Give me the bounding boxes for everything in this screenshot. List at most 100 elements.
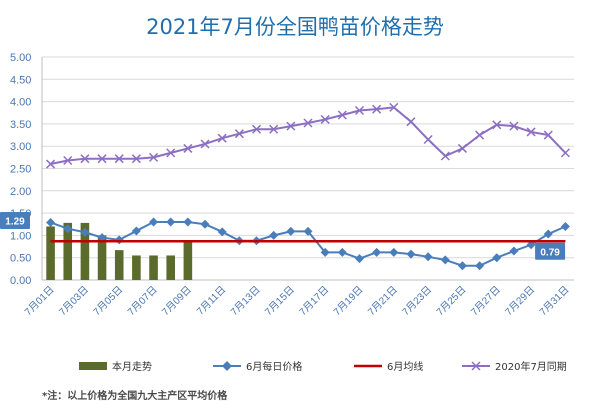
data-point-x bbox=[509, 121, 519, 131]
data-point-diamond bbox=[492, 253, 502, 263]
bar bbox=[149, 255, 158, 280]
y-tick-label: 4.00 bbox=[10, 97, 31, 109]
data-point-x bbox=[114, 154, 124, 164]
data-label: 1.29 bbox=[5, 216, 25, 227]
callouts: 1.29 0.79 bbox=[0, 211, 566, 260]
data-point-x bbox=[97, 154, 107, 164]
y-tick-label: 5.00 bbox=[10, 52, 31, 64]
bar bbox=[183, 242, 193, 280]
legend-swatch-bar bbox=[79, 362, 107, 370]
line-series bbox=[46, 102, 570, 271]
chart-title: 2021年7月份全国鸭苗价格走势 bbox=[146, 15, 444, 39]
bar bbox=[97, 235, 107, 280]
y-tick-label: 0.00 bbox=[10, 275, 31, 287]
y-tick-label: 3.50 bbox=[10, 119, 31, 131]
data-point-x bbox=[63, 155, 73, 166]
data-point-x bbox=[475, 130, 485, 140]
data-point-diamond bbox=[389, 247, 399, 257]
data-point-x bbox=[320, 114, 330, 124]
bar bbox=[63, 222, 73, 280]
data-point-x bbox=[440, 151, 450, 161]
data-point-x bbox=[303, 118, 313, 128]
legend-label-june-avg: 6月均线 bbox=[387, 360, 423, 373]
data-point-x bbox=[560, 148, 570, 158]
data-point-diamond bbox=[423, 252, 433, 262]
legend-label-2020: 2020年7月同期 bbox=[495, 360, 567, 373]
data-point-x bbox=[234, 129, 244, 139]
data-point-diamond bbox=[183, 217, 193, 227]
bar-series bbox=[46, 222, 193, 280]
data-point-x bbox=[131, 154, 141, 164]
data-point-diamond bbox=[114, 235, 124, 245]
footnote: *注：以上价格为全国九大主产区平均价格 bbox=[42, 389, 228, 402]
data-point-x bbox=[166, 148, 176, 158]
data-point-diamond bbox=[354, 254, 364, 264]
x-tick-label: 7月05日 bbox=[91, 284, 125, 318]
x-tick-label: 7月21日 bbox=[366, 284, 400, 318]
x-tick-label: 7月15日 bbox=[263, 284, 297, 318]
y-tick-label: 0.50 bbox=[10, 253, 31, 265]
x-tick-label: 7月07日 bbox=[125, 284, 159, 318]
bar bbox=[114, 250, 124, 280]
legend-label-bar: 本月走势 bbox=[112, 360, 152, 373]
data-label: 0.79 bbox=[540, 247, 560, 258]
data-point-diamond bbox=[560, 221, 570, 231]
data-point-x bbox=[269, 124, 279, 134]
x-tick-label: 7月19日 bbox=[331, 284, 365, 318]
data-point-diamond bbox=[80, 227, 90, 237]
x-tick-label: 7月01日 bbox=[22, 284, 56, 318]
bar bbox=[166, 255, 175, 280]
legend-marker-2020 bbox=[471, 361, 481, 371]
legend: 本月走势 6月每日价格 6月均线 2020年7月同期 bbox=[79, 360, 567, 373]
data-point-diamond bbox=[131, 226, 141, 236]
data-label-box bbox=[0, 211, 30, 229]
data-point-x bbox=[217, 133, 227, 143]
data-point-x bbox=[406, 117, 416, 127]
data-point-x bbox=[389, 102, 399, 112]
grid bbox=[41, 56, 574, 281]
x-tick-label: 7月31日 bbox=[537, 284, 571, 318]
x-tick-label: 7月29日 bbox=[503, 284, 537, 318]
data-point-diamond bbox=[149, 217, 159, 227]
data-point-x bbox=[526, 127, 536, 137]
data-point-x bbox=[492, 120, 502, 130]
data-point-diamond bbox=[63, 224, 73, 234]
x-tick-label: 7月27日 bbox=[468, 284, 502, 318]
legend-label-june-daily: 6月每日价格 bbox=[246, 360, 302, 373]
data-point-x bbox=[149, 152, 159, 162]
data-point-diamond bbox=[440, 255, 450, 265]
x-tick-label: 7月03日 bbox=[57, 284, 91, 318]
bar bbox=[46, 226, 55, 280]
x-tick-label: 7月11日 bbox=[194, 284, 228, 318]
data-point-diamond bbox=[509, 246, 519, 256]
data-point-x bbox=[80, 154, 90, 164]
y-tick-label: 1.00 bbox=[10, 230, 31, 242]
data-point-diamond bbox=[320, 247, 330, 257]
data-point-x bbox=[457, 143, 467, 153]
x-tick-label: 7月25日 bbox=[434, 284, 468, 318]
x-tick-label: 7月23日 bbox=[400, 284, 434, 318]
y-tick-label: 2.00 bbox=[10, 186, 31, 198]
data-point-x bbox=[337, 110, 347, 120]
data-point-diamond bbox=[406, 249, 416, 259]
data-point-diamond bbox=[166, 217, 176, 227]
data-point-x bbox=[354, 105, 365, 116]
data-point-diamond bbox=[217, 227, 227, 237]
data-point-diamond bbox=[457, 261, 467, 271]
data-point-diamond bbox=[269, 230, 279, 240]
x-tick-label: 7月13日 bbox=[228, 284, 262, 318]
data-point-diamond bbox=[543, 229, 553, 239]
x-tick-label: 7月09日 bbox=[160, 284, 194, 318]
data-label-box bbox=[535, 242, 566, 260]
y-axis: 0.000.501.001.502.002.503.003.504.004.50… bbox=[10, 52, 31, 287]
data-point-diamond bbox=[303, 226, 313, 236]
data-point-x bbox=[372, 104, 382, 114]
same-period-2020-line bbox=[50, 106, 567, 166]
bar bbox=[80, 222, 90, 280]
data-point-diamond bbox=[526, 240, 536, 250]
data-point-x bbox=[46, 159, 56, 169]
data-point-diamond bbox=[372, 247, 382, 257]
data-point-x bbox=[200, 139, 210, 149]
data-point-diamond bbox=[286, 226, 296, 236]
x-axis: 7月01日 7月03日 7月05日 7月07日 7月09日 7月11日 7月13日 7月15日… bbox=[22, 284, 571, 318]
